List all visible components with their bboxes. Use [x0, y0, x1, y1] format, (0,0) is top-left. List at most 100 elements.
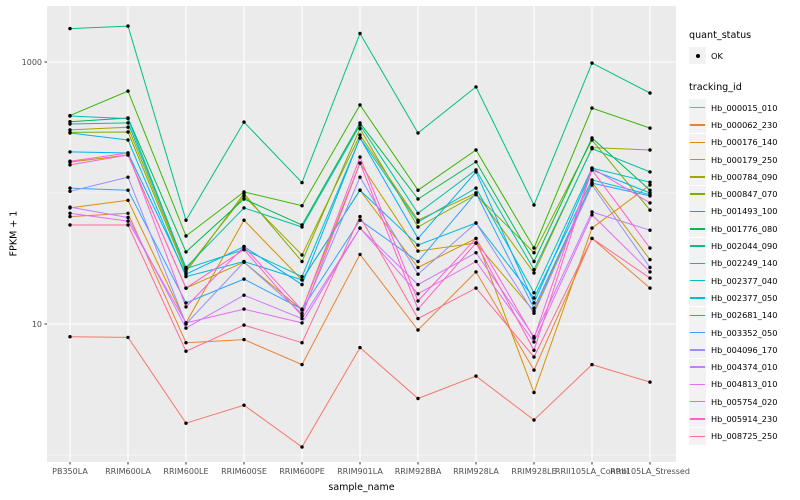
legend-label: Hb_001776_080 [711, 223, 778, 234]
data-point [532, 251, 536, 255]
data-point [532, 291, 536, 295]
data-point [126, 24, 130, 28]
data-point [300, 225, 304, 229]
data-point [126, 215, 130, 220]
data-point [68, 150, 72, 154]
data-point [416, 131, 420, 135]
data-point [532, 306, 536, 310]
data-point [474, 259, 478, 264]
data-point [590, 236, 594, 241]
legend-item: Hb_001776_080 [689, 220, 778, 238]
data-point [590, 362, 594, 367]
data-point [474, 241, 478, 245]
data-point [648, 188, 652, 192]
data-point [184, 341, 188, 345]
data-point [300, 204, 304, 208]
data-point [648, 286, 652, 290]
data-point [68, 122, 72, 126]
legend-title-tracking-id: tracking_id [689, 82, 742, 93]
data-point [300, 314, 304, 318]
data-point [590, 183, 594, 187]
data-point [474, 270, 478, 274]
legend-line-swatch [690, 331, 705, 334]
data-point [68, 205, 72, 209]
legend-key [689, 393, 706, 411]
data-point [300, 321, 304, 325]
data-point [68, 335, 72, 339]
x-tick-label: RRIM928LA [453, 467, 499, 476]
data-point [68, 214, 72, 219]
legend-item: Hb_001493_100 [689, 202, 777, 220]
legend-item: Hb_000062_230 [689, 116, 777, 134]
data-point [590, 210, 594, 214]
data-point [126, 130, 130, 134]
data-point [300, 362, 304, 367]
legend-item: Hb_000176_140 [689, 133, 777, 151]
legend-key [689, 324, 706, 341]
data-point [416, 272, 420, 276]
data-point [648, 257, 652, 262]
data-point [68, 114, 72, 118]
data-point [648, 380, 652, 384]
data-point [416, 265, 420, 270]
data-point [358, 161, 362, 165]
legend-key [689, 306, 706, 324]
data-point [126, 138, 130, 142]
data-point [184, 218, 188, 222]
data-point [126, 121, 130, 125]
legend-label: Hb_005754_020 [711, 396, 778, 407]
data-point [648, 270, 652, 274]
data-point [532, 311, 536, 315]
legend-key [689, 47, 706, 64]
data-point [358, 218, 362, 222]
data-point [648, 265, 652, 270]
data-point [184, 305, 188, 309]
legend-line-swatch [690, 141, 705, 144]
data-point [68, 189, 72, 193]
data-point [300, 341, 304, 345]
legend-line-swatch [690, 314, 705, 316]
data-point [590, 213, 594, 217]
legend-label: Hb_002377_050 [711, 292, 778, 303]
data-point [358, 31, 362, 36]
data-point [532, 336, 536, 340]
legend-line-swatch [690, 124, 705, 126]
data-point [358, 252, 362, 257]
x-tick-label: RRII105LA_Control [555, 467, 629, 476]
data-point [300, 278, 304, 282]
data-point [242, 247, 246, 252]
data-point [358, 175, 362, 179]
y-axis-title: FPKM + 1 [8, 210, 20, 257]
data-point [416, 396, 420, 401]
legend-line-swatch [690, 262, 705, 265]
data-point [126, 223, 130, 227]
legend-key [689, 272, 706, 290]
legend-label: Hb_000784_090 [711, 171, 778, 182]
data-point [358, 103, 362, 107]
legend-key [689, 202, 706, 220]
data-point [68, 186, 72, 190]
data-point [300, 311, 304, 316]
data-point [126, 211, 130, 215]
data-point [590, 136, 594, 140]
data-point [532, 246, 536, 250]
data-point [532, 296, 536, 300]
data-point [648, 276, 652, 280]
legend-key [689, 168, 706, 186]
data-point [590, 147, 594, 151]
data-point [416, 259, 420, 264]
data-point [474, 221, 478, 225]
legend-item: Hb_004374_010 [689, 358, 777, 376]
data-point [300, 259, 304, 264]
data-point [184, 274, 188, 279]
legend-line-swatch [690, 349, 705, 351]
data-point [532, 368, 536, 372]
legend-key [689, 133, 706, 151]
data-point [242, 206, 246, 210]
data-point [532, 259, 536, 264]
data-point [358, 123, 362, 127]
legend-label: Hb_004813_010 [711, 379, 778, 390]
data-point [184, 421, 188, 425]
x-tick-label: RRIM600SE [221, 467, 267, 476]
data-point [184, 272, 188, 276]
